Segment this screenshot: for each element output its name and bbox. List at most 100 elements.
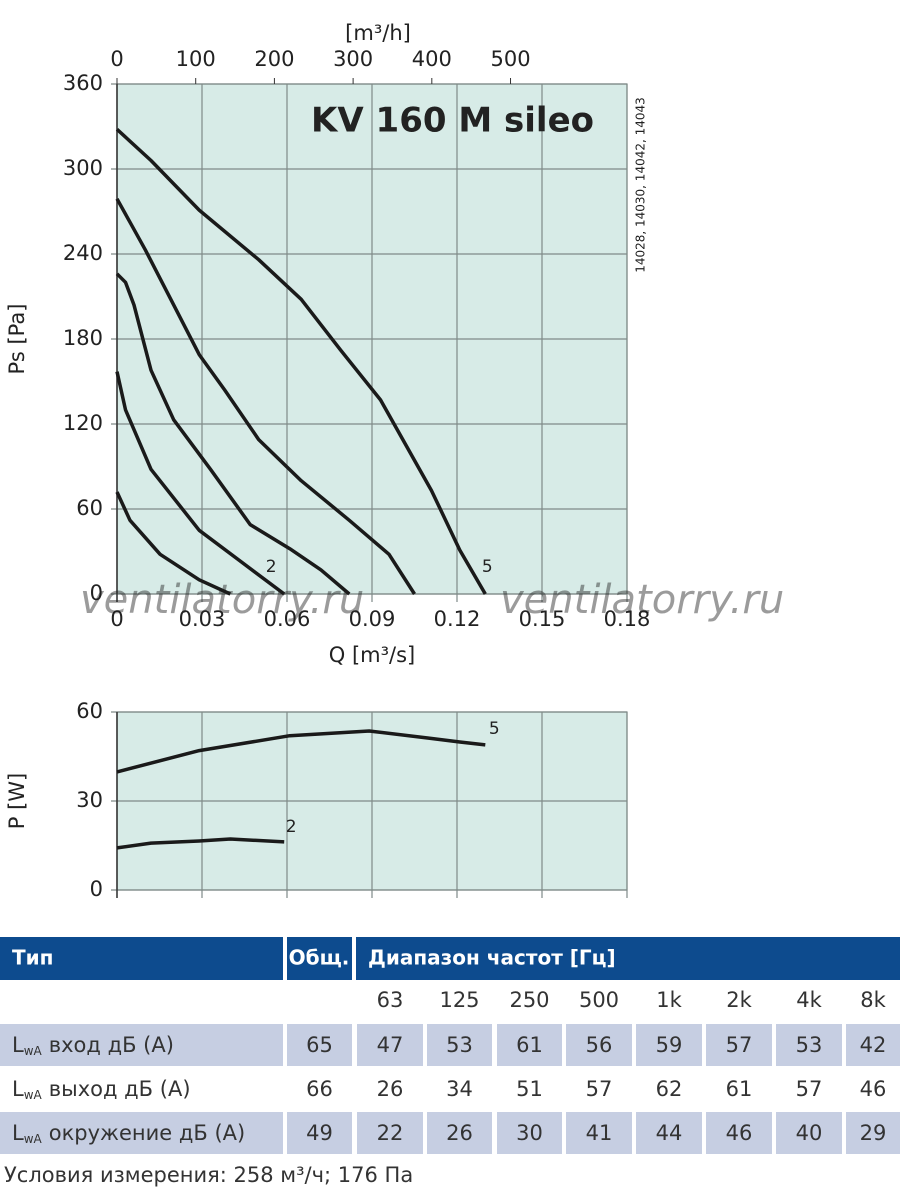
y-tick-label: 60 [76,699,103,723]
row-cell [357,1112,423,1154]
row-cell [706,1024,772,1066]
watermark: ventilatorry.ru [80,577,364,623]
table-header: Диапазон частот [Гц] [368,946,616,970]
row-cell [776,1112,842,1154]
x-tick-label: 0 [110,607,123,631]
x-tick-label: 0.06 [264,607,311,631]
frequency: 4k [796,988,822,1012]
row-cell [287,1024,352,1066]
x-tick-label: 0.15 [519,607,566,631]
cell-value: 62 [656,1077,683,1101]
row-cell [636,1112,702,1154]
cell-value: 26 [446,1121,473,1145]
row-label-part: вход дБ (А) [49,1033,174,1057]
row-cell [846,1112,900,1154]
cell-value: 40 [796,1121,823,1145]
cell-value: 29 [860,1121,887,1145]
row-label-part: wA [24,1044,43,1058]
cell-value: 46 [860,1077,887,1101]
row-cell [287,1112,352,1154]
row-label-part: выход дБ (А) [49,1077,191,1101]
table-header-bg [0,937,900,980]
cell-value: 57 [586,1077,613,1101]
curve [115,371,286,596]
frequency: 125 [439,988,479,1012]
cell-value: 51 [516,1077,543,1101]
x-tick-label: 0.03 [179,607,226,631]
cell-value: 61 [516,1033,543,1057]
row-label-part: окружение дБ (А) [49,1121,245,1145]
row-cell [566,1112,632,1154]
row-cell [636,1024,702,1066]
side-note: 14028, 14030, 14042, 14043 [634,97,648,273]
row-cell [427,1112,492,1154]
footnote: Условия измерения: 258 м³/ч; 176 Па [4,1163,413,1187]
x-tick-label: 0.18 [604,607,651,631]
curve [115,128,487,595]
y-axis-label: P [W] [5,773,29,830]
cell-value: 26 [377,1077,404,1101]
cell-value: 34 [446,1077,473,1101]
cell-value: 65 [306,1033,333,1057]
x-tick-label: 0.12 [434,607,481,631]
cell-value: 61 [726,1077,753,1101]
curve-label: 5 [482,557,493,577]
curve [115,272,351,596]
x-axis-label: Q [m³/s] [329,643,415,667]
row-cell [0,1112,283,1154]
y-tick-label: 240 [63,241,103,265]
y-axis-label: Ps [Pa] [5,304,29,375]
row-label-part: wA [24,1088,43,1102]
curve-label: 5 [489,719,500,739]
cell-value: 30 [516,1121,543,1145]
row-cell [427,1024,492,1066]
row-label-part: L [12,1121,24,1145]
cell-value: 44 [656,1121,683,1145]
cell-value: 53 [796,1033,823,1057]
row-label-part: wA [24,1132,43,1146]
row-label: LwA выход дБ (А) [12,1077,191,1102]
row-cell [497,1112,562,1154]
cell-value: 22 [377,1121,404,1145]
curve-label: 2 [286,817,297,837]
row-cell [776,1024,842,1066]
curve-label: 2 [266,557,277,577]
x2-tick-label: 500 [490,47,530,71]
y-tick-label: 60 [76,496,103,520]
y-tick-label: 30 [76,788,103,812]
curve [115,197,416,595]
x-tick-label: 0.09 [349,607,396,631]
frequency: 2k [726,988,752,1012]
frequency: 8k [860,988,886,1012]
cell-value: 42 [860,1033,887,1057]
frequency: 250 [509,988,549,1012]
curve [116,729,486,774]
row-label: LwA вход дБ (А) [12,1033,174,1058]
y-tick-label: 180 [63,326,103,350]
row-cell [497,1024,562,1066]
cell-value: 57 [796,1077,823,1101]
y-tick-label: 120 [63,411,103,435]
table-header: Общ. [289,946,350,970]
row-label-part: L [12,1033,24,1057]
x2-tick-label: 300 [333,47,373,71]
cell-value: 46 [726,1121,753,1145]
cell-value: 66 [306,1077,333,1101]
curve [116,837,285,850]
x2-axis-label: [m³/h] [345,21,411,45]
row-cell [846,1024,900,1066]
frequency: 1k [656,988,682,1012]
x2-tick-label: 200 [254,47,294,71]
x2-tick-label: 100 [176,47,216,71]
y-tick-label: 0 [90,581,103,605]
cell-value: 41 [586,1121,613,1145]
frequency: 63 [377,988,404,1012]
x2-tick-label: 0 [110,47,123,71]
frequency: 500 [579,988,619,1012]
y-tick-label: 300 [63,156,103,180]
table-header: Тип [12,946,53,970]
chart-title: KV 160 M sileo [311,101,594,141]
cell-value: 56 [586,1033,613,1057]
cell-value: 49 [306,1121,333,1145]
